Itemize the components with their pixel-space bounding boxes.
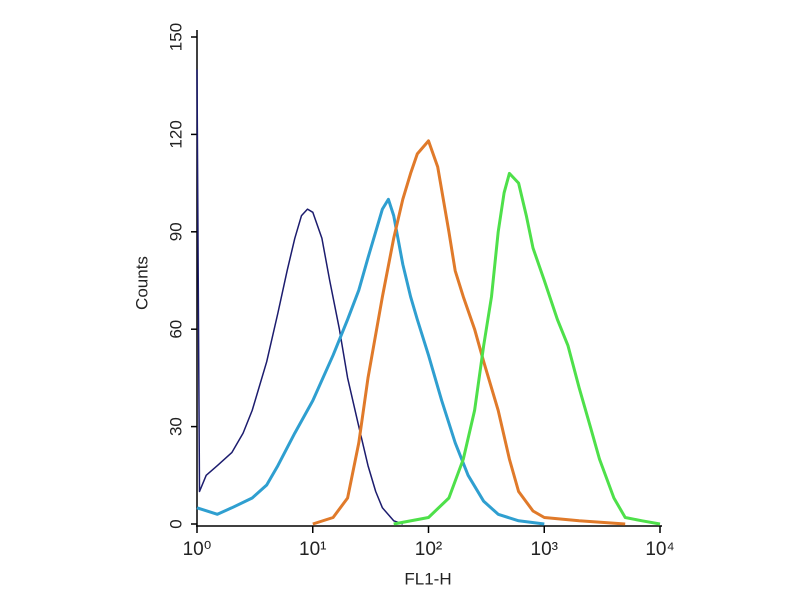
series-line — [196, 69, 404, 525]
y-tick-label: 0 — [166, 519, 185, 528]
y-tick-label: 150 — [166, 23, 185, 51]
x-tick-label: 10² — [415, 539, 442, 560]
series-line — [393, 171, 661, 526]
y-tick-label: 90 — [166, 222, 185, 241]
y-tick-label: 60 — [166, 320, 185, 339]
y-axis-label: Counts — [132, 256, 151, 310]
series-line — [312, 139, 626, 526]
x-axis-label: FL1-H — [404, 569, 451, 588]
x-tick-label: 10⁴ — [645, 539, 674, 560]
x-tick-label: 10³ — [531, 539, 558, 560]
y-tick-label: 120 — [166, 120, 185, 148]
series-line — [196, 197, 545, 526]
x-tick-label: 10¹ — [299, 539, 326, 560]
x-tick-label: 10⁰ — [183, 539, 212, 560]
y-tick-label: 30 — [166, 417, 185, 436]
